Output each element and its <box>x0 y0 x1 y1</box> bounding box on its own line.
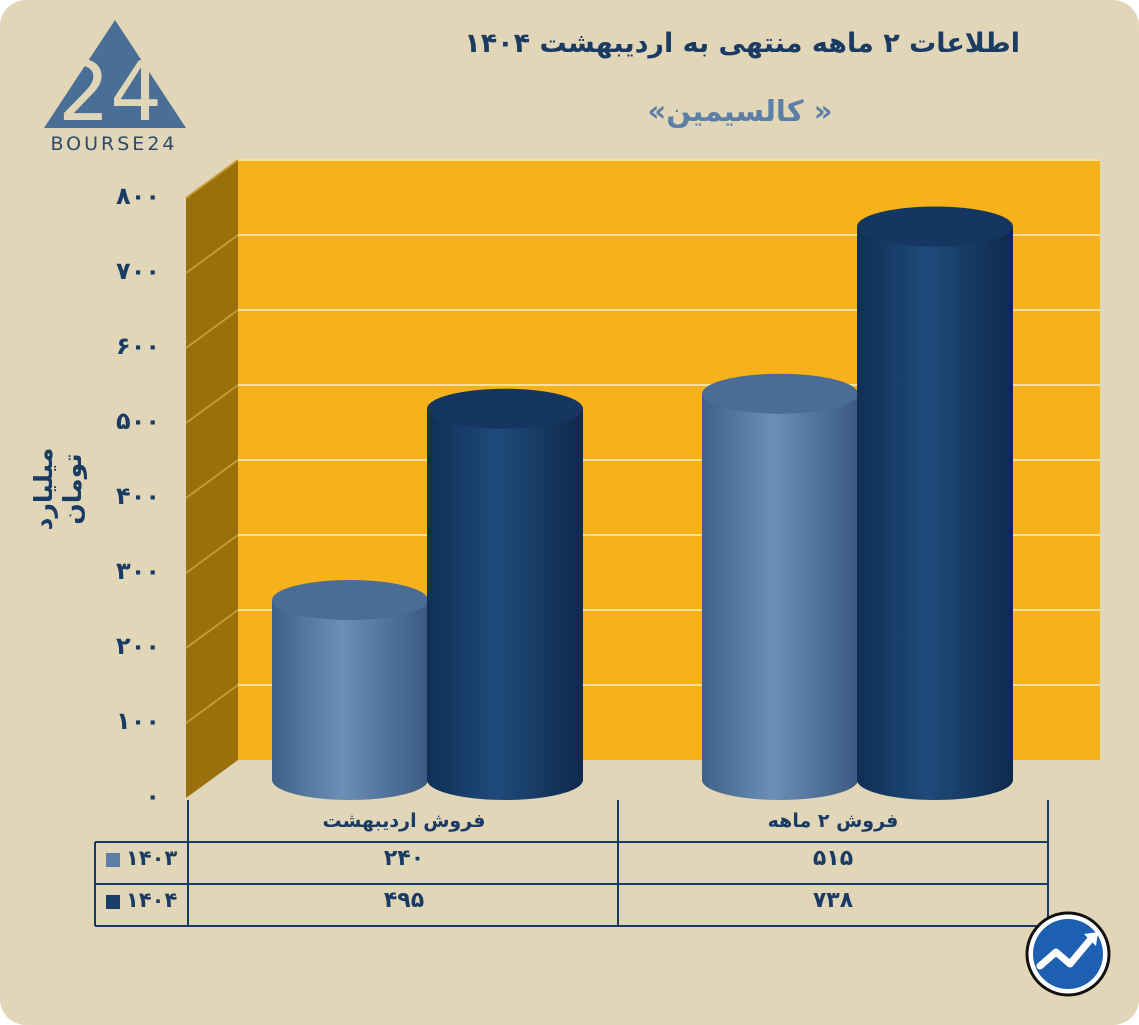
y-tick-label: ۸۰۰ <box>116 182 160 210</box>
gridline-side <box>185 459 239 499</box>
bar-۱۴۰۴ <box>857 206 1013 800</box>
legend-row-1404: ۱۴۰۴ <box>100 882 186 922</box>
y-tick-label: ۵۰۰ <box>116 407 160 435</box>
category-label: فروش ۲ ماهه <box>767 810 899 832</box>
data-table-lines <box>94 800 1049 927</box>
bourse24-logo: 24 <box>44 20 186 140</box>
bar-body <box>427 408 583 800</box>
gridline-side <box>185 609 239 649</box>
bar-۱۴۰۴ <box>427 388 583 800</box>
chart-subtitle: « کالسیمین» <box>647 94 833 128</box>
bar-cap <box>272 580 428 620</box>
gridline-side <box>185 234 239 274</box>
gridline-side <box>185 309 239 349</box>
legend-swatch-1404 <box>106 895 120 909</box>
category-label: فروش اردیبهشت <box>322 810 486 832</box>
legend-swatch-1403 <box>106 853 120 867</box>
bar-body <box>272 600 428 800</box>
gridline-side <box>185 534 239 574</box>
svg-text:24: 24 <box>58 45 162 140</box>
chart-title: اطلاعات ۲ ماهه منتهی به اردیبهشت ۱۴۰۴ <box>464 28 1020 59</box>
trend-chart-icon <box>1025 911 1111 997</box>
legend-label-1404: ۱۴۰۴ <box>126 888 178 912</box>
bar-body <box>857 226 1013 800</box>
bars <box>272 206 1013 800</box>
bar-cap <box>427 388 583 429</box>
table-cell: ۵۱۵ <box>812 846 854 871</box>
y-tick-label: ۰ <box>145 782 160 810</box>
bar-۱۴۰۳ <box>702 373 858 800</box>
table-cell: ۴۹۵ <box>383 888 425 913</box>
table-cell: ۲۴۰ <box>383 846 425 871</box>
gridline-side <box>185 384 239 424</box>
table-cell: ۷۳۸ <box>812 888 854 913</box>
y-tick-label: ۷۰۰ <box>116 257 160 285</box>
gridline-side <box>185 159 239 199</box>
bar-۱۴۰۳ <box>272 580 428 800</box>
y-tick-label: ۱۰۰ <box>116 707 160 735</box>
legend-row-1403: ۱۴۰۳ <box>100 840 186 880</box>
bar-body <box>702 393 858 800</box>
y-tick-label: ۴۰۰ <box>116 482 160 510</box>
gridline-side <box>185 684 239 724</box>
bar-cap <box>857 206 1013 247</box>
bar-cap <box>702 373 858 414</box>
y-tick-label: ۳۰۰ <box>116 557 160 585</box>
y-tick-label: ۶۰۰ <box>116 332 160 360</box>
y-tick-label: ۲۰۰ <box>116 632 160 660</box>
logo-text: BOURSE24 <box>50 133 178 155</box>
legend-label-1403: ۱۴۰۳ <box>126 846 178 870</box>
